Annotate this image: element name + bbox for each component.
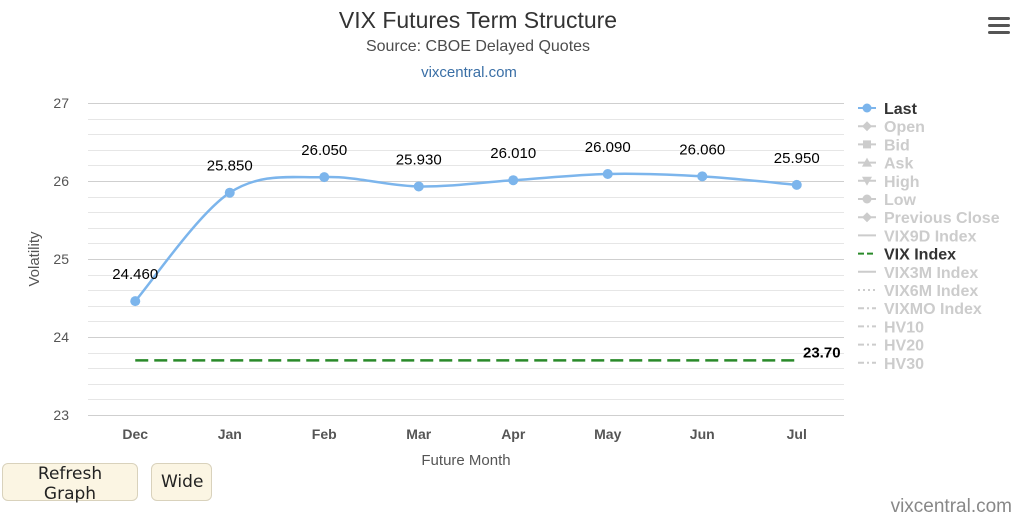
legend-label: Low	[884, 192, 917, 209]
x-tick-label: Feb	[312, 426, 337, 442]
x-tick-label: Jul	[787, 426, 807, 442]
legend-label: Open	[884, 119, 925, 136]
last-data-point	[791, 179, 802, 190]
y-tick-label: 26	[53, 173, 69, 189]
legend-item[interactable]: Open	[858, 119, 925, 136]
legend-circle-icon	[862, 103, 872, 113]
legend-circle-icon	[862, 194, 872, 204]
last-data-point	[224, 187, 235, 198]
legend-label: Last	[884, 101, 918, 118]
x-axis-ticks: Dec Jan Feb Mar Apr May Jun Jul	[122, 426, 806, 442]
x-tick-label: Jun	[690, 426, 715, 442]
legend-item[interactable]: High	[858, 174, 920, 191]
x-tick-label: Apr	[501, 426, 526, 442]
y-tick-label: 24	[53, 329, 69, 345]
legend-item[interactable]: VIX9D Index	[858, 228, 977, 245]
chart-subtitle: Source: CBOE Delayed Quotes	[366, 38, 590, 55]
legend-label: HV30	[884, 356, 924, 373]
legend-item[interactable]: VIX Index	[858, 247, 956, 264]
chart-title: VIX Futures Term Structure	[339, 7, 617, 33]
legend-label: HV10	[884, 319, 924, 336]
last-data-label: 25.950	[774, 150, 820, 167]
legend-item[interactable]: VIXMO Index	[858, 301, 982, 318]
legend-item[interactable]: HV30	[858, 356, 924, 373]
last-data-point	[602, 168, 613, 179]
credit-text[interactable]: vixcentral.com	[891, 496, 1012, 517]
last-data-point	[413, 181, 424, 192]
legend-diamond-icon	[862, 212, 872, 223]
legend-triangle-icon	[862, 157, 872, 167]
last-data-label: 25.930	[396, 151, 442, 168]
legend-label: VIX3M Index	[884, 265, 978, 282]
legend-square-icon	[863, 140, 871, 149]
last-data-point	[319, 172, 330, 183]
last-data-point	[130, 296, 141, 307]
legend-item[interactable]: HV10	[858, 319, 924, 336]
legend-item[interactable]: Last	[858, 101, 918, 118]
legend-label: Bid	[884, 137, 910, 154]
last-data-label: 26.060	[679, 141, 725, 158]
source-link[interactable]: vixcentral.com	[421, 64, 517, 81]
x-axis-title: Future Month	[421, 452, 510, 469]
legend-label: VIX9D Index	[884, 228, 977, 245]
legend-item[interactable]: Bid	[858, 137, 910, 154]
y-tick-label: 23	[53, 407, 69, 423]
y-tick-label: 25	[53, 251, 69, 267]
x-tick-label: Dec	[122, 426, 148, 442]
legend-label: Ask	[884, 156, 913, 173]
x-tick-label: Jan	[218, 426, 242, 442]
legend-label: VIXMO Index	[884, 301, 982, 318]
legend-item[interactable]: VIX3M Index	[858, 265, 978, 282]
legend-triangle-down-icon	[862, 176, 872, 186]
x-tick-label: Mar	[406, 426, 431, 442]
legend-item[interactable]: HV20	[858, 338, 924, 355]
legend-diamond-icon	[862, 121, 872, 132]
legend-label: Previous Close	[884, 210, 1000, 227]
legend-label: VIX6M Index	[884, 283, 978, 300]
y-axis-ticks: 23 24 25 26 27	[53, 95, 69, 423]
last-data-label: 24.460	[112, 266, 158, 283]
hamburger-menu-icon[interactable]	[988, 17, 1010, 34]
x-tick-label: May	[594, 426, 621, 442]
legend-label: VIX Index	[884, 247, 956, 264]
last-data-label: 25.850	[207, 158, 253, 175]
vix-index-value-label: 23.70	[803, 344, 841, 361]
last-data-point	[697, 171, 708, 182]
series-group: 23.70 24.460 25.850 26.050 25.930 26.010 26.09…	[112, 139, 841, 362]
wide-button[interactable]: Wide	[151, 463, 212, 501]
grid-lines	[88, 103, 844, 416]
legend-label: High	[884, 174, 920, 191]
refresh-graph-button[interactable]: Refresh Graph	[2, 463, 138, 504]
legend-label: HV20	[884, 338, 924, 355]
y-axis-title: Volatility	[26, 231, 43, 287]
legend-item[interactable]: VIX6M Index	[858, 283, 978, 300]
y-tick-label: 27	[53, 95, 69, 111]
last-data-label: 26.010	[490, 145, 536, 162]
legend-item[interactable]: Previous Close	[858, 210, 1000, 227]
legend-item[interactable]: Low	[858, 192, 917, 209]
last-data-label: 26.050	[301, 142, 347, 159]
last-data-point	[508, 175, 519, 186]
last-data-label: 26.090	[585, 139, 631, 156]
legend-item[interactable]: Ask	[858, 156, 913, 173]
